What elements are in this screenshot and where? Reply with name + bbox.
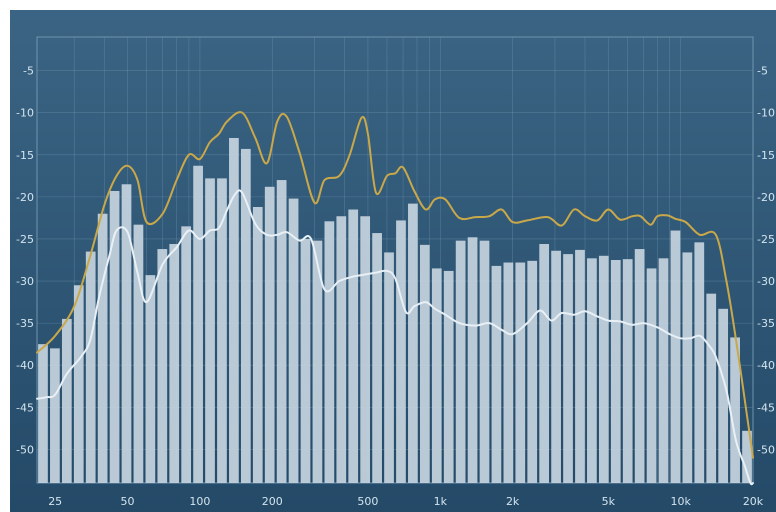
spectrum-bar [300, 238, 311, 483]
x-tick-label: 50 [121, 495, 135, 508]
spectrum-bar [169, 244, 180, 483]
x-tick-label: 200 [262, 495, 283, 508]
spectrum-bar [455, 240, 466, 483]
y-tick-label-right: -5 [757, 65, 768, 78]
y-tick-label-right: -45 [757, 401, 775, 414]
spectrum-bar [193, 165, 203, 483]
peak-line [36, 111, 754, 459]
y-tick-label-left: -45 [16, 401, 34, 414]
spectrum-bar [575, 249, 585, 483]
spectrum-bar [646, 268, 657, 483]
spectrum-bar [276, 180, 287, 483]
spectrum-bar [622, 259, 633, 483]
spectrum-bar [145, 275, 156, 483]
spectrum-bar [479, 240, 490, 483]
spectrum-bar [217, 178, 227, 483]
spectrum-bar [384, 252, 394, 483]
spectrum-bar [467, 237, 478, 483]
spectrum-bar [730, 337, 740, 483]
spectrum-bar [610, 260, 621, 483]
y-tick-label-right: -20 [757, 191, 775, 204]
x-tick-label: 10k [670, 495, 691, 508]
y-tick-label-left: -35 [16, 317, 34, 330]
spectrum-bar [181, 226, 192, 483]
spectrum-bar [718, 308, 729, 483]
spectrum-bar [372, 233, 382, 483]
y-tick-label-left: -10 [16, 107, 34, 120]
spectrum-bar [288, 198, 299, 483]
spectrum-bar [336, 216, 347, 483]
x-tick-label: 500 [357, 495, 378, 508]
spectrum-bar [240, 148, 251, 483]
spectrum-bar [264, 186, 275, 483]
spectrum-bar [419, 244, 430, 483]
spectrum-bar [670, 230, 681, 483]
spectrum-bar [527, 260, 538, 483]
spectrum-bar [682, 252, 693, 483]
spectrum-bar [38, 344, 48, 483]
y-tick-label-left: -25 [16, 233, 34, 246]
spectrum-bar [431, 268, 442, 483]
y-tick-label-right: -30 [757, 275, 775, 288]
spectrum-bar [50, 348, 60, 483]
spectrum-bar [205, 178, 215, 483]
spectrum-bar [252, 206, 263, 483]
spectrum-bar [61, 318, 72, 483]
spectrum-bar [133, 224, 144, 483]
spectrum-bar [563, 254, 573, 483]
spectrum-bar [634, 249, 645, 483]
spectrum-bar [515, 262, 526, 483]
spectrum-bar [157, 249, 168, 483]
spectrum-bar [396, 220, 406, 484]
spectrum-bar [348, 209, 359, 483]
spectrum-bar [443, 270, 454, 483]
x-tick-label: 100 [189, 495, 210, 508]
spectrum-bar [551, 250, 561, 483]
y-tick-label-right: -25 [757, 233, 775, 246]
spectrum-bar [491, 265, 502, 483]
spectrum-bar [587, 258, 597, 483]
spectrum-bar [706, 293, 717, 483]
x-tick-label: 2k [506, 495, 520, 508]
spectrum-bar [97, 213, 108, 483]
y-tick-label-left: -15 [16, 149, 34, 162]
spectrum-bar [109, 190, 120, 484]
y-tick-label-right: -10 [757, 107, 775, 120]
bars-layer [38, 137, 752, 484]
y-tick-label-right: -40 [757, 359, 775, 372]
y-tick-label-left: -20 [16, 191, 34, 204]
spectrum-bar [598, 255, 609, 483]
spectrum-bar [121, 184, 132, 483]
spectrum-bar [658, 258, 669, 483]
x-tick-label: 1k [434, 495, 448, 508]
average-line [36, 189, 754, 486]
spectrum-bar [85, 251, 96, 483]
spectrum-bar [229, 137, 239, 483]
spectrum-bar [324, 221, 335, 483]
axis-labels: -5 -5 -10 -10 -15 -15 -20 -20 -25 -25 -30 -30 -35 -35… [16, 65, 775, 508]
y-tick-label-left: -30 [16, 275, 34, 288]
y-tick-label-left: -40 [16, 359, 34, 372]
spectrum-bar [742, 430, 752, 483]
spectrum-bar [503, 262, 514, 483]
spectrum-bar [694, 242, 705, 483]
y-tick-label-left: -5 [23, 65, 34, 78]
spectrum-bar [312, 240, 323, 483]
y-tick-label-right: -50 [757, 443, 775, 456]
x-tick-label: 5k [602, 495, 616, 508]
y-tick-label-right: -15 [757, 149, 775, 162]
spectrum-bar [408, 203, 418, 483]
y-tick-label-left: -50 [16, 443, 34, 456]
lines-layer [36, 111, 754, 486]
spectrum-bar [360, 216, 371, 483]
spectrum-bar [539, 244, 550, 483]
spectrum-bar [73, 285, 84, 483]
y-tick-label-right: -35 [757, 317, 775, 330]
x-tick-label: 25 [48, 495, 62, 508]
x-tick-label: 20k [743, 495, 764, 508]
